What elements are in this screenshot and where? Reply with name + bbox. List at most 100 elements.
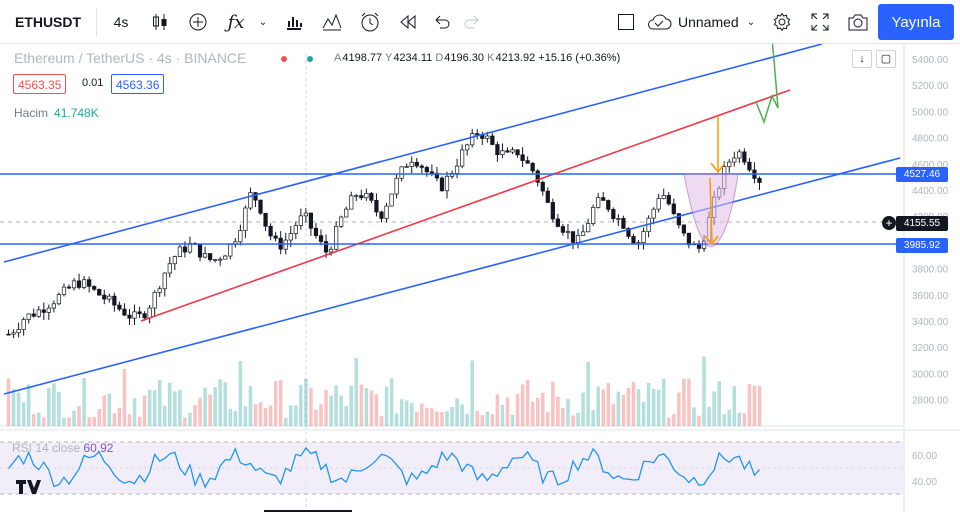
volume-bar bbox=[626, 387, 631, 426]
price-tick-label: 3400.00 bbox=[912, 317, 949, 328]
volume-bar bbox=[188, 412, 192, 426]
candle-body bbox=[323, 241, 329, 253]
volume-bar bbox=[561, 408, 565, 426]
candle-body bbox=[485, 135, 490, 139]
volume-bar bbox=[727, 409, 732, 426]
candle-body bbox=[490, 135, 495, 145]
candle-body bbox=[560, 226, 566, 233]
candle-body bbox=[16, 329, 21, 334]
volume-bar bbox=[354, 357, 359, 426]
layout-name-button[interactable]: Unnamed ⌄ bbox=[646, 6, 758, 38]
volume-bar bbox=[223, 382, 228, 426]
add-alert-plus-icon[interactable]: + bbox=[882, 216, 896, 230]
candle-body bbox=[580, 231, 586, 236]
volume-bar bbox=[183, 417, 187, 426]
volume-bar bbox=[435, 411, 439, 426]
volume-bar bbox=[87, 417, 91, 426]
volume-bar bbox=[732, 386, 737, 426]
candle-body bbox=[454, 165, 460, 174]
select-layout-checkbox[interactable] bbox=[612, 6, 640, 38]
volume-bar bbox=[36, 412, 41, 426]
volume-bar bbox=[324, 389, 328, 426]
candle-body bbox=[56, 294, 62, 305]
volume-bar bbox=[283, 417, 288, 426]
alert-clock-icon[interactable] bbox=[354, 6, 386, 38]
candle-body bbox=[293, 225, 298, 234]
price-tick-label: 4800.00 bbox=[912, 134, 949, 145]
toolbar-divider bbox=[96, 8, 97, 36]
interval-button[interactable]: 4s bbox=[113, 14, 129, 30]
volume-bar bbox=[641, 402, 646, 426]
candle-body bbox=[177, 246, 182, 257]
volume-bar bbox=[82, 378, 86, 426]
volume-bar bbox=[178, 389, 182, 426]
candle-body bbox=[46, 307, 51, 313]
candle-body bbox=[374, 199, 379, 213]
volume-bar bbox=[414, 412, 419, 426]
indicators-icon[interactable]: ƒx bbox=[227, 11, 245, 33]
orange-arrowhead-upper bbox=[710, 162, 726, 174]
buy-button[interactable]: 4563.36 bbox=[111, 74, 165, 94]
volume-bar bbox=[142, 395, 147, 426]
volume-bar bbox=[692, 407, 696, 426]
compare-add-icon[interactable] bbox=[182, 6, 214, 38]
volume-bar bbox=[263, 408, 268, 426]
price-tick-label: 5400.00 bbox=[912, 55, 949, 66]
candle-body bbox=[223, 255, 228, 260]
candle-body bbox=[36, 309, 41, 317]
volume-bar bbox=[742, 413, 747, 426]
ohlc-values: A4198.77 Y4234.11 D4196.30 K4213.92 +15.… bbox=[334, 52, 621, 64]
sell-button[interactable]: 4563.35 bbox=[13, 74, 67, 94]
volume-bar bbox=[339, 395, 343, 426]
candle-body bbox=[258, 199, 263, 214]
volume-bar bbox=[420, 403, 424, 426]
volume-bar bbox=[157, 380, 162, 426]
undo-icon[interactable] bbox=[428, 6, 456, 38]
volume-bar bbox=[369, 390, 374, 426]
volume-bar bbox=[551, 381, 555, 426]
redo-icon[interactable] bbox=[458, 6, 486, 38]
symbol-search-button[interactable]: ETHUSDT bbox=[14, 14, 82, 30]
upper-channel-line bbox=[3, 44, 823, 263]
candle-body bbox=[318, 235, 324, 242]
settings-gear-icon[interactable] bbox=[766, 6, 798, 38]
candle-body bbox=[142, 313, 147, 319]
volume-bar bbox=[57, 391, 61, 426]
volume-bar bbox=[299, 384, 303, 426]
candle-body bbox=[586, 223, 591, 233]
volume-bar bbox=[687, 378, 691, 426]
volume-bar bbox=[495, 394, 500, 426]
replay-icon[interactable] bbox=[392, 6, 424, 38]
chart-canvas[interactable]: 5400.00 5200.00 5000.00 4800.00 4600.00 4400.… bbox=[0, 44, 960, 512]
publish-button[interactable]: Yayınla bbox=[878, 4, 954, 40]
chevron-down-icon[interactable]: ⌄ bbox=[258, 16, 268, 28]
candle-body bbox=[359, 195, 364, 199]
fullscreen-icon[interactable] bbox=[804, 6, 836, 38]
rsi-tick-label: 40.00 bbox=[912, 477, 937, 488]
volume-bar bbox=[399, 399, 404, 426]
candle-body bbox=[369, 192, 374, 201]
volume-bar bbox=[319, 404, 323, 426]
price-tick-label: 2800.00 bbox=[912, 396, 949, 407]
candles-icon[interactable] bbox=[144, 6, 176, 38]
templates-icon[interactable] bbox=[278, 6, 310, 38]
price-tick-label: 4400.00 bbox=[912, 186, 949, 197]
camera-snapshot-icon[interactable] bbox=[842, 6, 874, 38]
candle-body bbox=[520, 154, 525, 161]
candle-body bbox=[626, 228, 631, 237]
volume-bar bbox=[168, 382, 172, 426]
volume-bar bbox=[697, 415, 701, 426]
volume-bar bbox=[465, 413, 469, 426]
candle-body bbox=[424, 167, 429, 173]
volume-bar bbox=[460, 404, 464, 426]
candle-body bbox=[71, 280, 77, 289]
arrow-down-icon[interactable]: ↓ bbox=[852, 50, 872, 68]
volume-bar bbox=[273, 381, 278, 426]
volume-bar bbox=[606, 383, 611, 426]
candle-body bbox=[475, 133, 480, 136]
strategy-icon[interactable] bbox=[316, 6, 348, 38]
volume-bar bbox=[238, 361, 243, 426]
restore-pane-icon[interactable]: ▢ bbox=[876, 50, 896, 68]
candle-body bbox=[465, 144, 470, 151]
volume-bar bbox=[712, 391, 716, 426]
